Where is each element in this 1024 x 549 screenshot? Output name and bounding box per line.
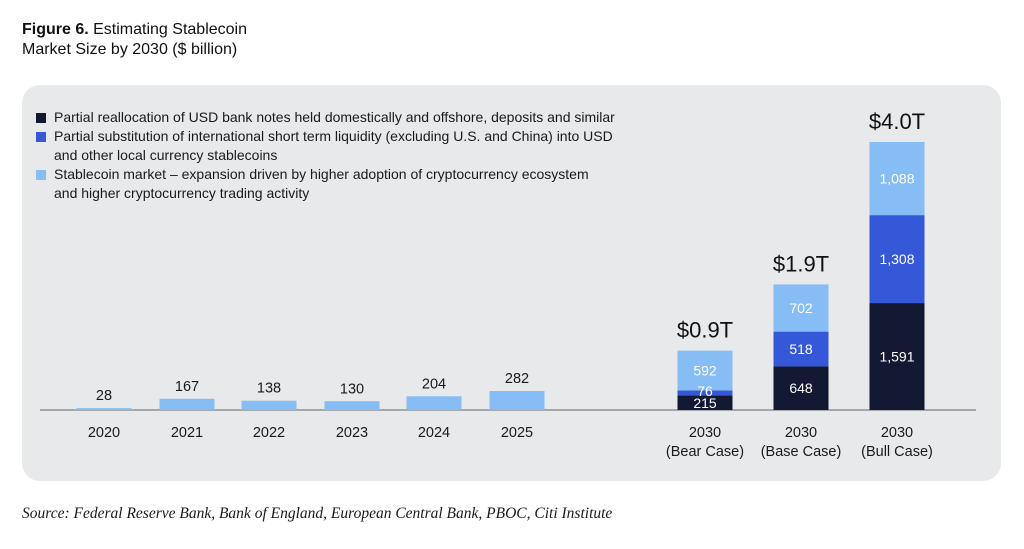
bar-segment	[869, 215, 925, 304]
bar-segment	[869, 142, 925, 216]
legend-label: and higher cryptocurrency trading activi…	[54, 185, 310, 201]
data-label: 648	[789, 380, 813, 396]
data-label: 702	[789, 300, 813, 316]
data-label: 167	[175, 379, 199, 395]
source-note: Source: Federal Reserve Bank, Bank of En…	[22, 505, 613, 522]
total-annotation: $0.9T	[677, 318, 733, 343]
x-tick-label: 2020	[88, 425, 120, 441]
data-label: 518	[789, 341, 813, 357]
x-tick-label: 2021	[171, 425, 203, 441]
data-label: 138	[257, 381, 281, 397]
legend-label: Partial substitution of international sh…	[54, 128, 613, 144]
data-label: 76	[697, 383, 713, 399]
x-tick-label: 2023	[336, 425, 368, 441]
figure-label: Figure 6.	[22, 21, 89, 38]
bar-segment	[489, 391, 545, 410]
x-tick-label: 2024	[418, 425, 450, 441]
figure-title-text: Estimating Stablecoin	[88, 21, 247, 38]
total-annotation: $4.0T	[869, 109, 925, 134]
total-annotation: $1.9T	[773, 251, 829, 276]
figure-title-line2: Market Size by 2030 ($ billion)	[22, 41, 238, 58]
data-label: 28	[96, 388, 112, 404]
data-label: 130	[340, 381, 364, 397]
data-label: 204	[422, 376, 446, 392]
bar-segment	[76, 408, 132, 410]
legend-label: Stablecoin market – expansion driven by …	[54, 166, 589, 182]
bar-segment	[241, 400, 297, 410]
chart-legend: Partial reallocation of USD bank notes h…	[36, 108, 754, 203]
data-label: 1,308	[879, 251, 914, 267]
x-tick-label: 2025	[501, 425, 533, 441]
legend-item: Partial reallocation of USD bank notes h…	[36, 108, 754, 127]
x-tick-label: (Bull Case)	[861, 444, 933, 460]
data-label: 282	[505, 371, 529, 387]
data-label: 1,088	[879, 171, 914, 187]
bar-segment	[324, 401, 380, 410]
bar-segment	[406, 396, 462, 410]
data-label: 592	[693, 363, 717, 379]
figure-title: Figure 6. Estimating Stablecoin Market Si…	[22, 20, 247, 60]
bar-segment	[677, 350, 733, 391]
bar-segment	[677, 390, 733, 396]
bar-segment	[159, 398, 215, 410]
legend-swatch	[36, 113, 46, 123]
x-tick-label: 2030	[881, 425, 913, 441]
x-tick-label: 2030	[785, 425, 817, 441]
bar-segment	[773, 366, 829, 410]
legend-item: and higher cryptocurrency trading activi…	[36, 184, 754, 203]
bar-segment	[869, 303, 925, 410]
legend-label: and other local currency stablecoins	[54, 147, 278, 163]
legend-label: Partial reallocation of USD bank notes h…	[54, 109, 615, 125]
legend-item: Partial substitution of international sh…	[36, 127, 754, 146]
legend-item: Stablecoin market – expansion driven by …	[36, 165, 754, 184]
x-tick-label: (Bear Case)	[666, 444, 744, 460]
legend-swatch	[36, 132, 46, 142]
x-tick-label: 2030	[689, 425, 721, 441]
x-tick-label: (Base Case)	[761, 444, 842, 460]
legend-swatch	[36, 170, 46, 180]
bar-segment	[773, 284, 829, 332]
bar-segment	[677, 395, 733, 410]
x-tick-label: 2022	[253, 425, 285, 441]
legend-item: and other local currency stablecoins	[36, 146, 754, 165]
data-label: 215	[693, 395, 717, 411]
data-label: 1,591	[879, 349, 914, 365]
chart-panel	[22, 85, 1001, 481]
bar-segment	[773, 331, 829, 367]
